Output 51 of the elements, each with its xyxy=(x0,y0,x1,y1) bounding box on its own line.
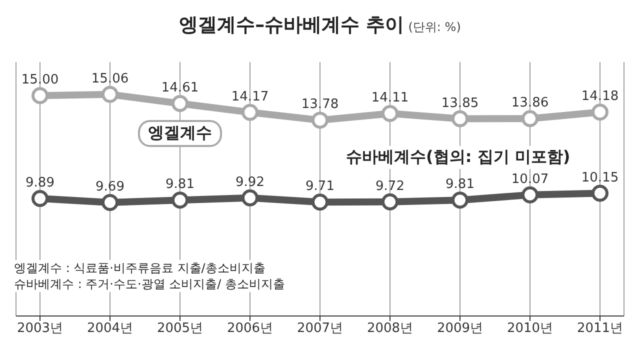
text: 슈바베계수 : 주거·수도·광열 소비지출/ 총소비지출 xyxy=(14,276,285,292)
x-tick-label: 2008년 xyxy=(366,321,414,336)
data-label: 10.07 xyxy=(511,172,549,187)
point xyxy=(172,192,188,209)
point xyxy=(522,110,538,128)
data-label: 9.71 xyxy=(306,179,334,194)
point xyxy=(242,189,258,206)
point xyxy=(312,194,328,211)
point xyxy=(32,190,48,207)
x-tick-label: 2007년 xyxy=(296,321,344,336)
x-tick-label: 2009년 xyxy=(436,321,484,336)
point xyxy=(102,194,118,212)
data-label: 9.89 xyxy=(26,175,54,190)
data-label: 15.00 xyxy=(21,72,59,88)
data-label: 14.11 xyxy=(371,90,409,106)
point xyxy=(592,184,608,202)
point xyxy=(242,104,258,121)
series-label: 엥겔계수 xyxy=(138,120,222,147)
chart-subtitle: (단위: %) xyxy=(408,20,461,34)
point xyxy=(522,186,538,204)
point xyxy=(32,87,48,104)
data-label: 14.18 xyxy=(581,89,619,104)
point xyxy=(102,86,118,103)
series-label: 슈바베계수(협의: 집기 미포함) xyxy=(338,146,578,169)
data-label: 13.85 xyxy=(441,96,479,111)
point xyxy=(382,105,398,122)
data-label: 9.92 xyxy=(236,174,264,190)
point xyxy=(592,104,608,121)
data-label: 13.78 xyxy=(301,97,339,112)
point xyxy=(172,94,188,112)
text: 엥겔계수 : 식료품·비주류음료 지출/총소비지출 xyxy=(14,260,266,276)
data-label: 9.69 xyxy=(96,180,124,195)
point xyxy=(312,112,328,129)
x-tick-label: 2010년 xyxy=(506,321,554,336)
data-label: 9.81 xyxy=(166,177,194,192)
x-tick-label: 2005년 xyxy=(156,321,204,336)
x-tick-label: 2003년 xyxy=(16,321,64,336)
x-tick-label: 2006년 xyxy=(226,321,274,336)
point xyxy=(382,193,398,210)
chart-title: 엥겔계수–슈바베계수 추이 xyxy=(179,14,404,36)
data-label: 10.15 xyxy=(581,170,619,186)
x-tick-label: 2004년 xyxy=(86,321,134,336)
data-label: 14.17 xyxy=(231,89,269,104)
x-tick-label: 2011년 xyxy=(576,321,624,336)
point xyxy=(452,110,468,128)
point xyxy=(452,192,468,209)
data-label: 15.06 xyxy=(91,71,129,86)
data-label: 13.86 xyxy=(511,96,549,111)
data-label: 9.81 xyxy=(446,177,474,192)
data-label: 14.61 xyxy=(161,80,199,96)
data-label: 9.72 xyxy=(376,178,404,194)
